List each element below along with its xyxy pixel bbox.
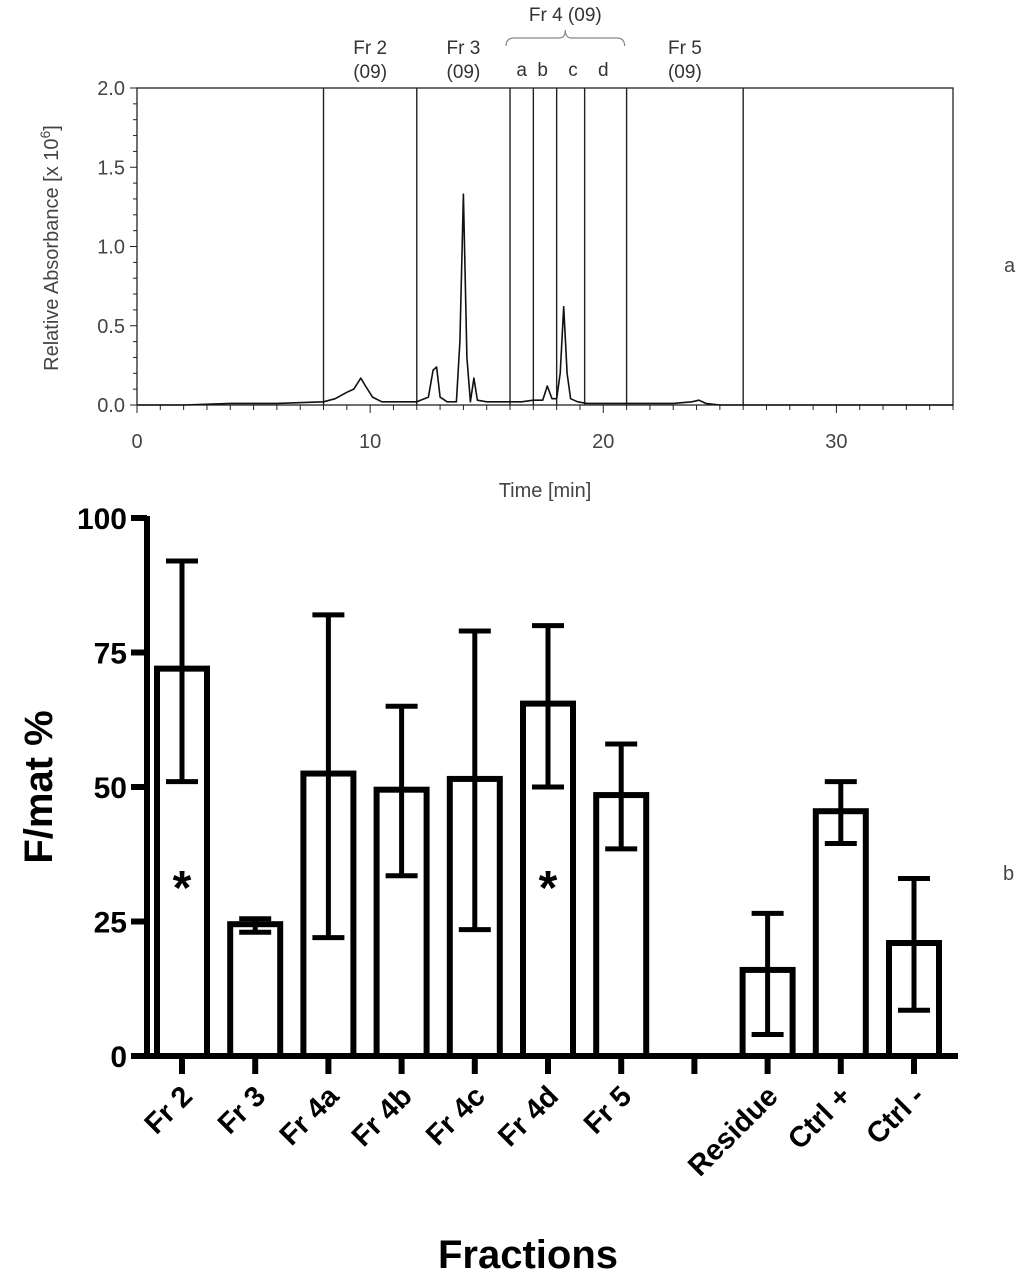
absorbance-trace bbox=[137, 193, 953, 406]
y-tick-label: 1.0 bbox=[97, 237, 125, 259]
x-axis-label: Time [min] bbox=[499, 480, 592, 502]
subfraction-label: d bbox=[598, 60, 609, 81]
category-label: Fr 3 bbox=[212, 1080, 272, 1140]
category-label: Residue bbox=[682, 1080, 784, 1182]
panel-label-b: b bbox=[1003, 863, 1014, 885]
y-tick-label: 0 bbox=[110, 1041, 127, 1074]
y-axis-label: Relative Absorbance [x 106] bbox=[37, 125, 63, 371]
fraction-label-sub: (09) bbox=[668, 62, 702, 83]
fraction-label: Fr 2 bbox=[353, 38, 387, 59]
category-label: Fr 4d bbox=[492, 1080, 565, 1153]
fraction-label-sub: (09) bbox=[447, 62, 481, 83]
significance-marker: * bbox=[539, 862, 558, 915]
x-axis-label: Fractions bbox=[438, 1233, 618, 1277]
category-label: Fr 4a bbox=[274, 1080, 346, 1152]
y-tick-label: 1.5 bbox=[97, 157, 125, 179]
fraction-label: Fr 5 bbox=[668, 38, 702, 59]
x-tick-label: 20 bbox=[592, 431, 614, 453]
y-tick-label: 0.5 bbox=[97, 316, 125, 338]
y-tick-label: 75 bbox=[94, 638, 127, 671]
category-label: Fr 5 bbox=[578, 1080, 638, 1140]
fraction-group-bracket bbox=[505, 29, 626, 47]
x-tick-label: 0 bbox=[131, 431, 142, 453]
category-label: Fr 4b bbox=[346, 1080, 419, 1153]
category-label: Ctrl + bbox=[782, 1080, 858, 1156]
fraction-label-sub: (09) bbox=[353, 62, 387, 83]
x-tick-label: 30 bbox=[825, 431, 847, 453]
bar-chart-panel: 0 25 50 75 100 * Fr 2 Fr 3 Fr 4a Fr 4b Fr 4c * Fr 4d… bbox=[17, 503, 1014, 1277]
chromatogram-panel: 0 10 20 30 0.0 0.5 1.0 1.5 2.0 Time [min] Relative… bbox=[37, 5, 1016, 502]
fraction-label: Fr 3 bbox=[447, 38, 481, 59]
y-axis-label-close: ] bbox=[41, 125, 63, 131]
subfraction-label: b bbox=[537, 60, 548, 81]
panel-label-a: a bbox=[1004, 255, 1016, 277]
y-axis-label: F/mat % bbox=[17, 710, 61, 863]
plot-frame bbox=[136, 87, 954, 406]
x-tick-label: 10 bbox=[359, 431, 381, 453]
y-tick-label: 100 bbox=[77, 503, 127, 536]
y-tick-label: 0.0 bbox=[97, 395, 125, 417]
y-tick-label: 2.0 bbox=[97, 78, 125, 100]
fraction-group-label: Fr 4 (09) bbox=[529, 5, 602, 26]
subfraction-label: a bbox=[516, 60, 527, 81]
category-label: Fr 4c bbox=[420, 1080, 492, 1152]
bar bbox=[227, 921, 284, 1059]
significance-marker: * bbox=[173, 862, 192, 915]
y-axis-label-exponent: 6 bbox=[37, 130, 53, 138]
y-tick-label: 50 bbox=[94, 772, 127, 805]
bar bbox=[812, 808, 869, 1060]
subfraction-label: c bbox=[568, 60, 578, 81]
y-axis-label-main: Relative Absorbance [x 10 bbox=[41, 138, 63, 370]
y-tick-label: 25 bbox=[94, 907, 127, 940]
category-label: Fr 2 bbox=[139, 1080, 199, 1140]
category-label: Ctrl - bbox=[860, 1080, 930, 1150]
